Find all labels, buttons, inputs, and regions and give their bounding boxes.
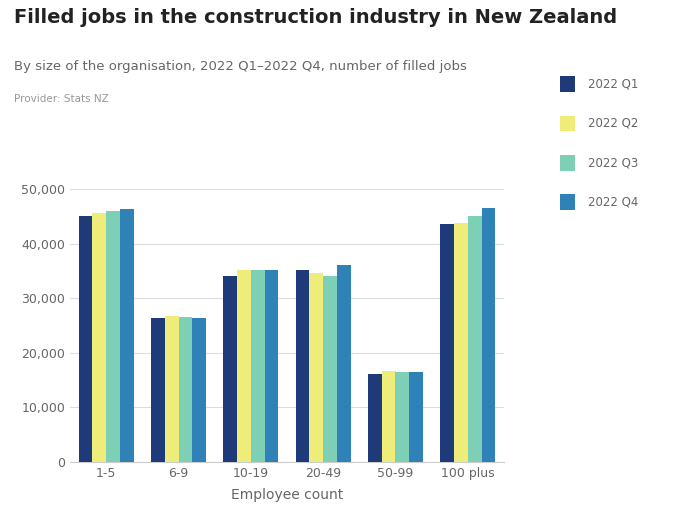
Bar	[178, 317, 192, 462]
Text: 2022 Q3: 2022 Q3	[588, 156, 638, 169]
Text: Provider: Stats NZ: Provider: Stats NZ	[14, 94, 108, 104]
Bar	[395, 372, 409, 462]
Bar	[337, 265, 351, 462]
Bar	[295, 270, 309, 462]
Text: figure.nz: figure.nz	[587, 23, 663, 37]
Bar	[368, 374, 382, 462]
Bar	[323, 276, 337, 462]
Text: 2022 Q1: 2022 Q1	[588, 78, 638, 90]
Bar	[440, 225, 454, 462]
Bar	[164, 316, 178, 462]
Bar	[251, 270, 265, 462]
X-axis label: Employee count: Employee count	[231, 488, 343, 502]
Text: 2022 Q2: 2022 Q2	[588, 117, 638, 130]
Bar	[468, 216, 482, 462]
Bar	[193, 318, 206, 462]
Bar	[382, 371, 395, 462]
Bar	[265, 270, 279, 462]
Bar	[92, 213, 106, 462]
Bar	[151, 318, 164, 462]
Bar	[78, 216, 92, 462]
Text: Filled jobs in the construction industry in New Zealand: Filled jobs in the construction industry…	[14, 8, 617, 27]
Text: 2022 Q4: 2022 Q4	[588, 196, 638, 208]
Bar	[223, 276, 237, 462]
Bar	[120, 209, 134, 462]
Text: By size of the organisation, 2022 Q1–2022 Q4, number of filled jobs: By size of the organisation, 2022 Q1–202…	[14, 60, 467, 74]
Bar	[106, 211, 120, 462]
Bar	[454, 224, 468, 462]
Bar	[410, 372, 423, 462]
Bar	[309, 273, 323, 462]
Bar	[237, 270, 251, 462]
Bar	[482, 207, 496, 462]
